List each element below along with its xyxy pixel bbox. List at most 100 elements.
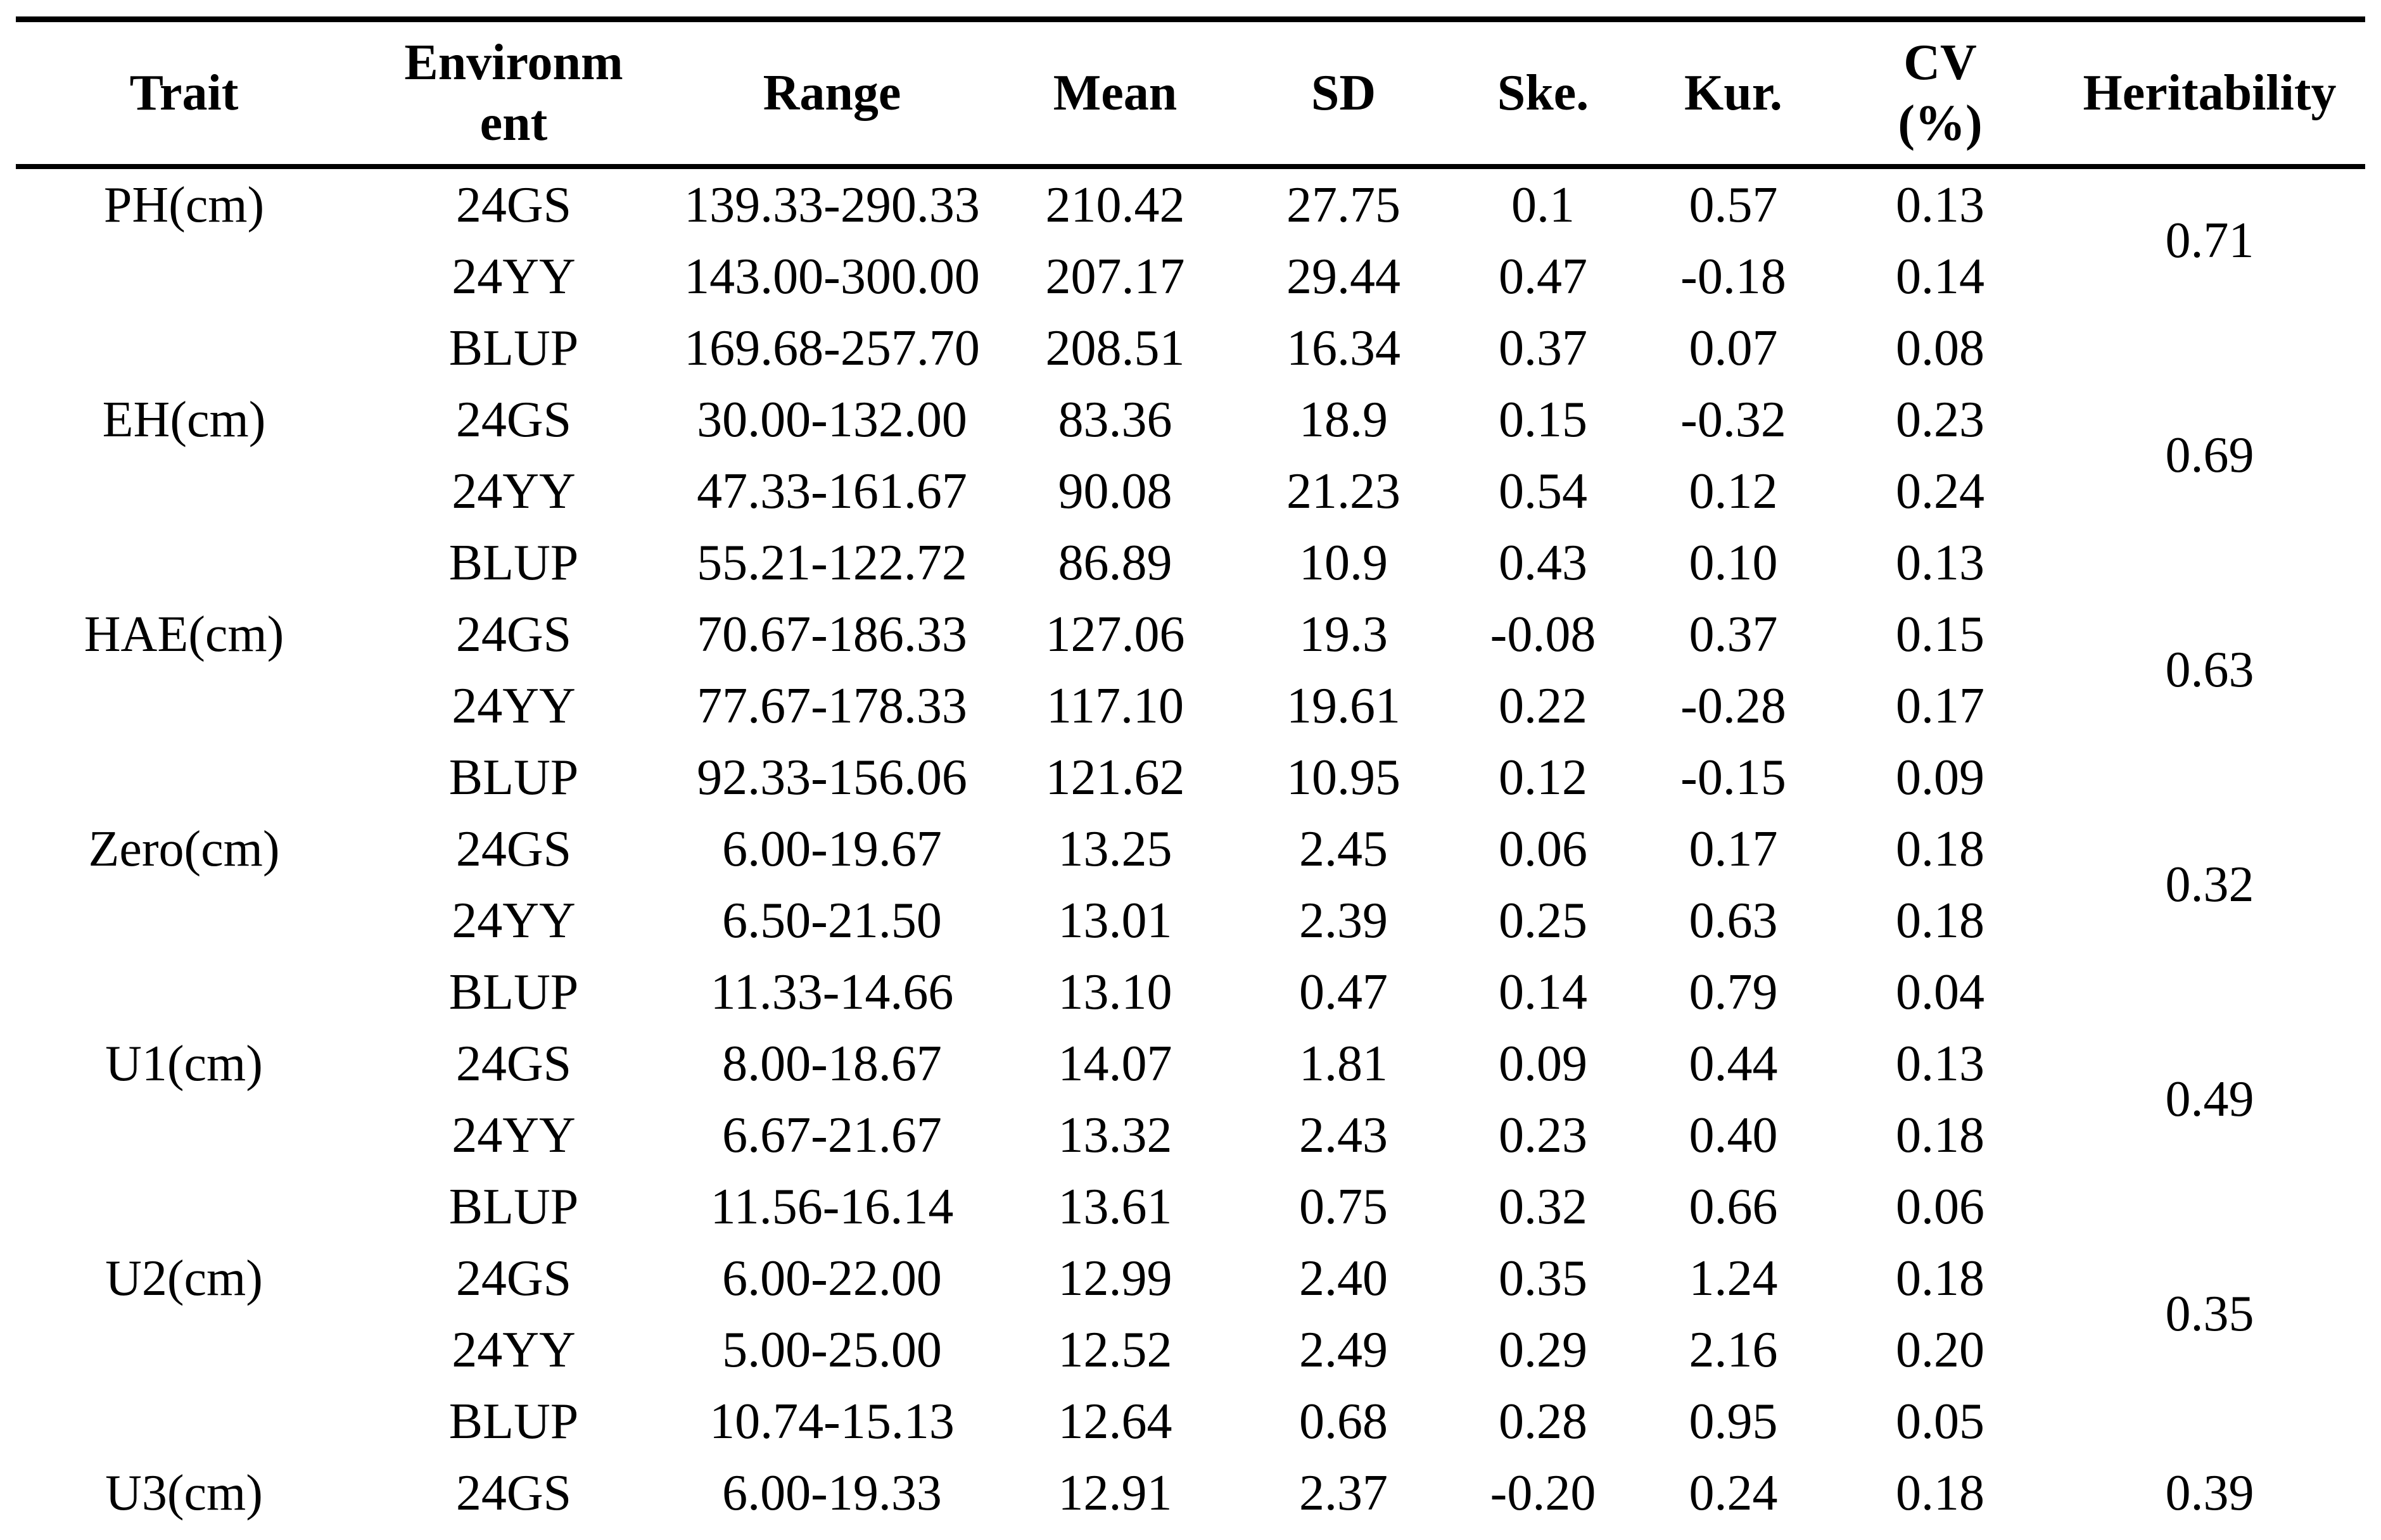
cell-ske: 0.37	[1499, 320, 1587, 376]
cell-heritability	[2054, 1385, 2365, 1457]
cell-kur: 0.57	[1689, 177, 1778, 233]
table-row: EH(cm) 24GS 30.00-132.00 83.36 18.9 0.15 -0.32…	[16, 384, 2365, 484]
cell-range: 6.00-22.00	[722, 1250, 942, 1306]
cell-kur: 0.10	[1689, 534, 1778, 591]
col-header-trait: Trait	[16, 16, 352, 169]
cell-trait: U1(cm)	[105, 1035, 263, 1092]
cell-range: 5.00-25.00	[722, 1322, 942, 1378]
cell-ske: 0.15	[1499, 391, 1587, 448]
cell-trait: U3(cm)	[105, 1465, 263, 1521]
cell-sd: 2.37	[1299, 1465, 1388, 1521]
cell-heritability: 0.35	[2165, 1286, 2254, 1342]
cell-mean: 13.01	[1058, 892, 1172, 949]
cell-mean: 13.10	[1058, 964, 1172, 1020]
cell-range: 10.74-15.13	[709, 1393, 955, 1449]
cell-environment: 24YY	[452, 892, 576, 949]
table-row: Zero(cm) 24GS 6.00-19.67 13.25 2.45 0.06 0.17 0…	[16, 813, 2365, 913]
cell-heritability: 0.49	[2165, 1071, 2254, 1127]
cell-kur: -0.18	[1680, 248, 1786, 305]
cell-mean: 207.17	[1045, 248, 1185, 305]
cell-mean: 13.61	[1058, 1178, 1172, 1235]
cell-ske: -0.08	[1490, 606, 1596, 662]
cell-heritability: 0.71	[2165, 213, 2254, 268]
cell-ske: 0.14	[1499, 964, 1587, 1020]
cell-range: 143.00-300.00	[684, 248, 980, 305]
cell-sd: 0.47	[1299, 964, 1388, 1020]
table-row: BLUP 169.68-257.70 208.51 16.34 0.37 0.07 0.08	[16, 312, 2365, 384]
cell-cv: 0.20	[1896, 1322, 1984, 1378]
cell-sd: 27.75	[1286, 177, 1400, 233]
cell-sd: 0.68	[1299, 1393, 1388, 1449]
table-row: 24YY 47.33-161.67 90.08 21.23 0.54 0.12 0.24	[16, 455, 2365, 527]
cell-environment: BLUP	[448, 964, 579, 1020]
cell-trait	[16, 670, 352, 742]
table-row: 24YY 6.67-21.67 13.32 2.43 0.23 0.40 0.18	[16, 1099, 2365, 1171]
header-label: Trait	[129, 65, 239, 121]
descriptive-stats-table: Trait Environm ent Range Mean SD Ske. Ku…	[16, 16, 2365, 1529]
header-label: (%)	[1898, 96, 1983, 151]
cell-ske: 0.54	[1499, 463, 1587, 519]
cell-kur: 0.07	[1689, 320, 1778, 376]
cell-ske: 0.1	[1511, 177, 1575, 233]
cell-sd: 21.23	[1286, 463, 1400, 519]
table-row: 24YY 77.67-178.33 117.10 19.61 0.22 -0.28 0.17	[16, 670, 2365, 742]
cell-trait: EH(cm)	[102, 391, 266, 448]
cell-range: 169.68-257.70	[684, 320, 980, 376]
cell-environment: 24YY	[452, 1322, 576, 1378]
cell-trait: U2(cm)	[105, 1250, 263, 1306]
col-header-sd: SD	[1241, 16, 1445, 169]
cell-kur: 0.37	[1689, 606, 1778, 662]
cell-environment: BLUP	[448, 749, 579, 805]
cell-ske: 0.32	[1499, 1178, 1587, 1235]
table-header: Trait Environm ent Range Mean SD Ske. Ku…	[16, 16, 2365, 169]
cell-cv: 0.14	[1896, 248, 1984, 305]
cell-range: 92.33-156.06	[697, 749, 967, 805]
header-label: Mean	[1053, 65, 1178, 121]
cell-cv: 0.24	[1896, 463, 1984, 519]
cell-trait	[16, 742, 352, 813]
cell-kur: 1.24	[1689, 1250, 1778, 1306]
cell-range: 77.67-178.33	[697, 678, 967, 734]
header-label: Range	[763, 65, 901, 121]
cell-ske: 0.23	[1499, 1107, 1587, 1163]
cell-sd: 19.61	[1286, 678, 1400, 734]
table-row: U1(cm) 24GS 8.00-18.67 14.07 1.81 0.09 0.44 0.1…	[16, 1028, 2365, 1128]
cell-range: 6.50-21.50	[722, 892, 942, 949]
header-label: Heritability	[2083, 65, 2337, 121]
cell-ske: 0.35	[1499, 1250, 1587, 1306]
cell-mean: 83.36	[1058, 391, 1172, 448]
cell-trait	[16, 455, 352, 527]
cell-heritability: 0.69	[2165, 427, 2254, 483]
cell-kur: -0.28	[1680, 678, 1786, 734]
cell-environment: 24GS	[455, 1250, 572, 1306]
cell-kur: 0.40	[1689, 1107, 1778, 1163]
cell-environment: 24YY	[452, 248, 576, 305]
cell-cv: 0.06	[1896, 1178, 1984, 1235]
header-label: CV	[1903, 35, 1977, 91]
cell-environment: 24GS	[455, 177, 572, 233]
cell-cv: 0.23	[1896, 391, 1984, 448]
cell-trait	[16, 312, 352, 384]
cell-trait	[16, 1385, 352, 1457]
cell-heritability	[2054, 527, 2365, 598]
cell-kur: 0.12	[1689, 463, 1778, 519]
cell-range: 70.67-186.33	[697, 606, 967, 662]
cell-environment: BLUP	[448, 1393, 579, 1449]
cell-range: 11.33-14.66	[710, 964, 954, 1020]
cell-mean: 117.10	[1046, 678, 1184, 734]
cell-cv: 0.18	[1896, 1107, 1984, 1163]
cell-trait	[16, 241, 352, 312]
cell-mean: 14.07	[1058, 1035, 1172, 1092]
cell-cv: 0.08	[1896, 320, 1984, 376]
table-body: PH(cm) 24GS 139.33-290.33 210.42 27.75 0.1 0.5…	[16, 167, 2365, 1529]
cell-cv: 0.18	[1896, 1250, 1984, 1306]
cell-cv: 0.18	[1896, 821, 1984, 877]
cell-range: 6.00-19.33	[722, 1465, 942, 1521]
cell-trait: HAE(cm)	[84, 606, 284, 662]
col-header-range: Range	[675, 16, 989, 169]
table-row: HAE(cm) 24GS 70.67-186.33 127.06 19.3 -0.08 0.…	[16, 598, 2365, 698]
cell-ske: 0.29	[1499, 1322, 1587, 1378]
header-label: Kur.	[1684, 65, 1782, 121]
cell-cv: 0.13	[1896, 177, 1984, 233]
cell-environment: 24GS	[455, 606, 572, 662]
